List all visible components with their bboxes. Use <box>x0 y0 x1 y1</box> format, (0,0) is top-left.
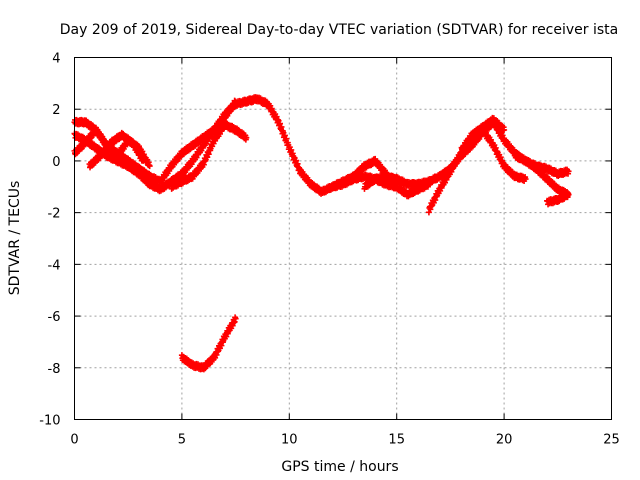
series-arc-12 <box>178 314 239 373</box>
y-tick-label: -2 <box>48 207 61 222</box>
series-arc-9 <box>458 114 508 156</box>
y-tick-label: -4 <box>48 258 61 273</box>
data-point <box>565 168 572 175</box>
y-tick-label: -6 <box>48 310 61 325</box>
series-arc-4 <box>86 129 147 171</box>
x-tick-label: 20 <box>496 433 513 448</box>
data-point <box>243 134 250 141</box>
y-tick-label: 0 <box>52 155 60 170</box>
plot-frame <box>74 57 612 420</box>
data-point <box>232 315 239 322</box>
x-tick-label: 25 <box>603 433 620 448</box>
x-tick-label: 10 <box>281 433 298 448</box>
data-point <box>501 126 508 133</box>
x-tick-label: 15 <box>388 433 405 448</box>
x-tick-label: 5 <box>178 433 186 448</box>
y-tick-label: -8 <box>48 362 61 377</box>
y-tick-label: 2 <box>52 103 60 118</box>
axis-ticks: 0 5 10 15 20 25 -10 -8 -6 -4 -2 0 2 4 <box>39 52 620 448</box>
y-tick-label: 4 <box>52 52 60 67</box>
grid-lines <box>74 57 612 420</box>
series-arc-7 <box>361 117 572 192</box>
data-point <box>522 176 529 183</box>
series-arc-11 <box>544 190 572 208</box>
data-point <box>146 163 153 170</box>
data-point <box>565 191 572 198</box>
x-axis-label: GPS time / hours <box>281 459 398 475</box>
data-series <box>71 94 572 373</box>
data-point <box>232 98 239 105</box>
series-arc-10 <box>511 150 572 200</box>
x-tick-label: 0 <box>70 433 78 448</box>
y-axis-label: SDTVAR / TECUs <box>7 181 23 296</box>
data-point <box>140 157 147 164</box>
series-arc-5 <box>168 120 250 192</box>
chart-title: Day 209 of 2019, Sidereal Day-to-day VTE… <box>60 22 618 38</box>
y-tick-label: -10 <box>39 414 60 429</box>
